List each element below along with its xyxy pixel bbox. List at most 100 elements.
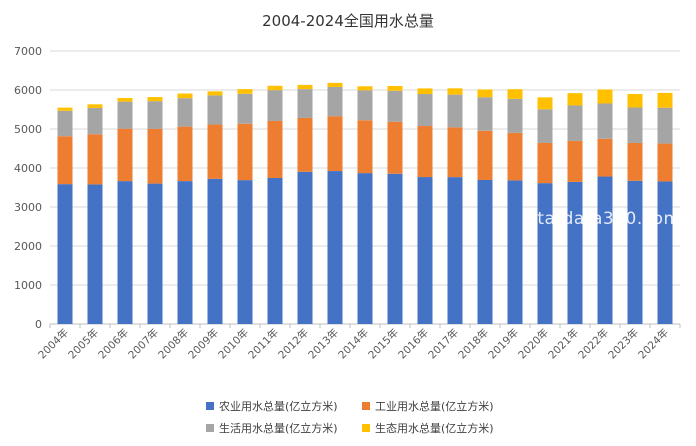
bar-segment	[357, 86, 373, 91]
bar-segment	[387, 90, 403, 122]
bar-segment	[117, 181, 133, 324]
watermark-text: stardata360.com	[528, 209, 681, 229]
bar-segment	[57, 136, 73, 185]
bar-segment	[147, 128, 163, 184]
bar-segment	[297, 89, 313, 118]
bar-segment	[327, 82, 343, 87]
bar-segment	[297, 171, 313, 324]
bar-segment	[87, 104, 103, 108]
bar-segment	[417, 88, 433, 94]
bar-segment	[57, 184, 73, 324]
bar-segment	[177, 181, 193, 324]
y-tick-label: 7000	[14, 45, 42, 58]
bar-segment	[597, 138, 613, 177]
bar-segment	[267, 90, 283, 121]
x-tick-label: 2014年	[336, 326, 372, 362]
bar-segment	[297, 117, 313, 172]
bar-segment	[507, 180, 523, 324]
bar-segment	[87, 184, 103, 324]
y-tick-label: 2000	[14, 240, 42, 253]
bar-segment	[597, 103, 613, 139]
bar-segment	[237, 89, 253, 94]
legend-item: 工业用水总量(亿立方米)	[362, 398, 494, 414]
bar-segment	[567, 181, 583, 324]
legend-swatch	[206, 424, 214, 432]
y-tick-label: 0	[35, 318, 42, 331]
bar-segment	[477, 89, 493, 98]
legend-label: 生活用水总量(亿立方米)	[219, 422, 338, 435]
bar-segment	[477, 97, 493, 131]
bar-segment	[657, 92, 673, 108]
bar-segment	[357, 90, 373, 121]
x-tick-label: 2019年	[486, 326, 522, 362]
bar-segment	[237, 123, 253, 181]
bar-segment	[537, 142, 553, 184]
bar-segment	[627, 142, 643, 181]
x-tick-label: 2007年	[126, 326, 162, 362]
x-tick-label: 2010年	[216, 326, 252, 362]
bar-segment	[327, 116, 343, 172]
bar-segment	[507, 89, 523, 99]
bar-segment	[537, 183, 553, 324]
bar-segment	[417, 126, 433, 178]
bar-segment	[177, 98, 193, 127]
legend-swatch	[362, 424, 370, 432]
bar-segment	[477, 179, 493, 324]
x-tick-label: 2018年	[456, 326, 492, 362]
bar-segment	[177, 126, 193, 182]
bar-segment	[147, 101, 163, 129]
bar-segment	[87, 134, 103, 185]
bar-segment	[537, 97, 553, 110]
bar-segment	[207, 95, 223, 125]
x-tick-label: 2017年	[426, 326, 462, 362]
bar-segment	[87, 107, 103, 135]
bar-segment	[507, 98, 523, 133]
bar-segment	[117, 128, 133, 182]
x-tick-label: 2005年	[66, 326, 102, 362]
legend-swatch	[362, 402, 370, 410]
bar-segment	[57, 107, 73, 111]
bar-segment	[447, 88, 463, 95]
bar-segment	[627, 94, 643, 108]
x-tick-label: 2015年	[366, 326, 402, 362]
legend-label: 农业用水总量(亿立方米)	[219, 400, 338, 413]
bar-segment	[327, 86, 343, 117]
bar-segment	[657, 107, 673, 144]
x-tick-label: 2012年	[276, 326, 312, 362]
bar-segment	[387, 121, 403, 174]
x-tick-label: 2022年	[576, 326, 612, 362]
bar-segment	[657, 143, 673, 182]
bar-segment	[387, 85, 403, 91]
bar-segment	[567, 93, 583, 106]
bar-segment	[357, 120, 373, 174]
legend-swatch	[206, 402, 214, 410]
bar-segment	[177, 93, 193, 99]
x-tick-label: 2024年	[636, 326, 672, 362]
legend-item: 生态用水总量(亿立方米)	[362, 420, 494, 436]
bar-segment	[417, 177, 433, 324]
legend-item: 农业用水总量(亿立方米)	[206, 398, 338, 414]
x-tick-label: 2011年	[246, 326, 282, 362]
bar-segment	[117, 101, 133, 129]
y-tick-label: 3000	[14, 201, 42, 214]
bar-segment	[387, 173, 403, 324]
bar-segment	[267, 85, 283, 91]
bar-segment	[447, 127, 463, 178]
bar-segment	[357, 173, 373, 324]
x-tick-label: 2006年	[96, 326, 132, 362]
bar-segment	[57, 110, 73, 137]
x-tick-label: 2021年	[546, 326, 582, 362]
legend-item: 生活用水总量(亿立方米)	[206, 420, 338, 436]
bar-segment	[567, 105, 583, 141]
bar-segment	[567, 140, 583, 182]
bar-segment	[627, 107, 643, 143]
x-tick-label: 2013年	[306, 326, 342, 362]
bar-segment	[267, 177, 283, 324]
bar-segment	[117, 97, 133, 102]
bar-segment	[447, 177, 463, 324]
x-tick-label: 2016年	[396, 326, 432, 362]
bar-segment	[207, 124, 223, 179]
bar-segment	[267, 120, 283, 178]
bar-segment	[537, 109, 553, 143]
